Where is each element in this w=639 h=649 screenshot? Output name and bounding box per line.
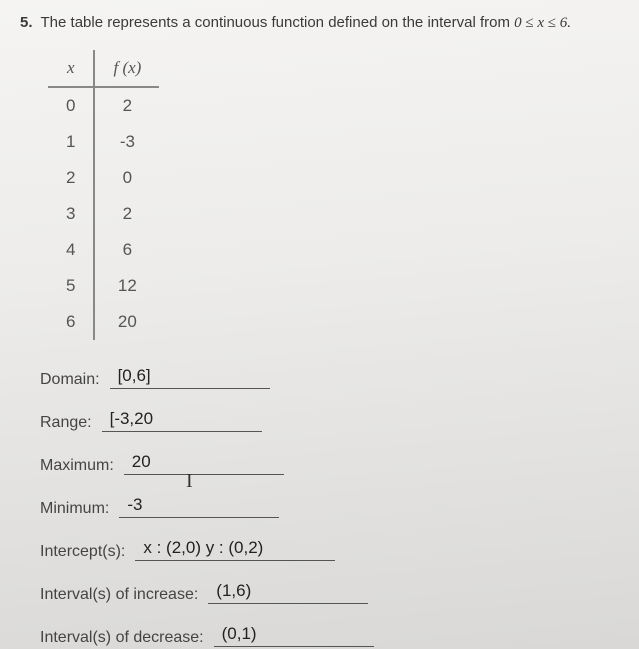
question-row: 5. The table represents a continuous fun… [20,14,619,32]
table-header-row: x f (x) [48,50,159,87]
cell-x: 1 [48,124,94,160]
ineq-op2: ≤ [548,15,556,31]
cell-fx: -3 [94,124,159,160]
table-row: 620 [48,304,159,340]
table-row: 1-3 [48,124,159,160]
cell-x: 0 [48,87,94,124]
domain-value[interactable]: [0,6] [110,366,270,389]
range-line: Range: [-3,20 [40,409,619,432]
question-text: The table represents a continuous functi… [41,14,572,32]
minimum-value[interactable]: -3 [119,495,279,518]
intercept-value[interactable]: x : (2,0) y : (0,2) [135,538,335,561]
question-text-before: The table represents a continuous functi… [41,14,515,31]
function-table: x f (x) 02 1-3 20 32 46 512 620 [48,50,159,340]
range-label: Range: [40,414,92,432]
maximum-line: Maximum: 20 [40,452,619,475]
ineq-b: 6. [560,15,571,31]
table-row: 32 [48,196,159,232]
minimum-line: Minimum: -3 [40,495,619,518]
table-body: 02 1-3 20 32 46 512 620 [48,87,159,340]
intercept-line: Intercept(s): x : (2,0) y : (0,2) [40,538,619,561]
header-x: x [48,50,94,87]
cell-fx: 20 [94,304,159,340]
ineq-var: x [537,15,544,31]
cell-x: 5 [48,268,94,304]
maximum-label: Maximum: [40,457,114,475]
decrease-line: Interval(s) of decrease: (0,1) [40,624,619,647]
cell-x: 4 [48,232,94,268]
increase-value[interactable]: (1,6) [208,581,368,604]
ineq-op1: ≤ [525,15,533,31]
answers-block: Domain: [0,6] Range: [-3,20 Maximum: 20 … [40,366,619,647]
cell-fx: 2 [94,87,159,124]
minimum-label: Minimum: [40,500,109,518]
decrease-label: Interval(s) of decrease: [40,629,204,647]
question-number: 5. [20,14,33,31]
maximum-value[interactable]: 20 [124,452,284,475]
intercept-label: Intercept(s): [40,543,125,561]
table-row: 512 [48,268,159,304]
cell-fx: 6 [94,232,159,268]
cell-fx: 0 [94,160,159,196]
domain-line: Domain: [0,6] [40,366,619,389]
header-fx: f (x) [94,50,159,87]
table-row: 46 [48,232,159,268]
inequality: 0 ≤ x ≤ 6. [514,15,571,31]
increase-line: Interval(s) of increase: (1,6) [40,581,619,604]
domain-label: Domain: [40,371,100,389]
ineq-a: 0 [514,15,522,31]
cell-fx: 12 [94,268,159,304]
cell-x: 3 [48,196,94,232]
range-value[interactable]: [-3,20 [102,409,262,432]
decrease-value[interactable]: (0,1) [214,624,374,647]
table-row: 02 [48,87,159,124]
table-row: 20 [48,160,159,196]
cell-x: 2 [48,160,94,196]
increase-label: Interval(s) of increase: [40,586,198,604]
cell-x: 6 [48,304,94,340]
cell-fx: 2 [94,196,159,232]
